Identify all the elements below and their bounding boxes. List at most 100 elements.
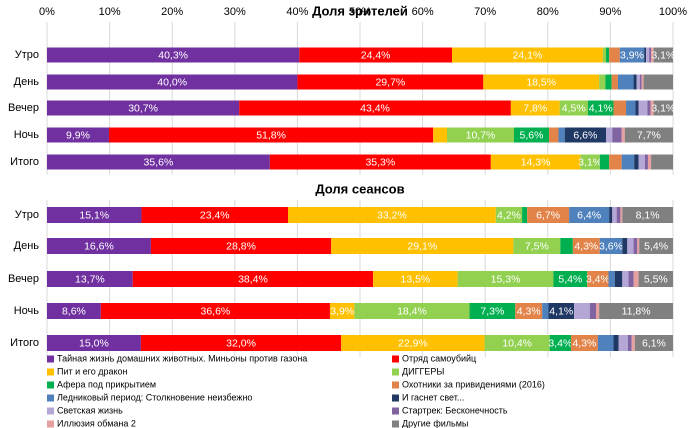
chart-title: Доля сеансов <box>315 181 404 196</box>
value-label: 15,3% <box>491 273 521 285</box>
bar-segment <box>635 100 639 116</box>
bar-segment <box>542 303 549 319</box>
legend-swatch <box>47 407 54 415</box>
bar-segment <box>447 127 514 143</box>
legend-label: Афера под прикрытием <box>57 379 156 389</box>
bar-segment <box>597 335 614 351</box>
bar-segment <box>288 207 496 223</box>
bar-segment <box>602 47 607 63</box>
value-label: 43,4% <box>360 102 390 114</box>
legend-swatch <box>392 368 399 376</box>
bar-segment <box>297 74 484 90</box>
bar-segment <box>639 238 673 254</box>
value-label: 3,6% <box>599 240 623 252</box>
value-label: 4,5% <box>562 102 586 114</box>
value-label: 3,1% <box>651 102 675 114</box>
bar-segment <box>616 207 621 223</box>
value-label: 4,3% <box>574 240 598 252</box>
bar-segment <box>620 207 623 223</box>
legend-swatch <box>47 394 54 402</box>
bar-segment <box>612 207 617 223</box>
x-tick-label: 100% <box>659 6 687 18</box>
value-label: 24,1% <box>513 49 543 61</box>
bar-segment <box>599 303 673 319</box>
bar-segment <box>574 303 590 319</box>
value-label: 15,0% <box>79 337 109 349</box>
bar-segment <box>609 154 622 170</box>
bar-segment <box>587 100 614 116</box>
bar-segment <box>651 47 654 63</box>
chart-title: Доля зрителей <box>312 3 408 18</box>
bar-segment <box>47 207 142 223</box>
y-tick-label: Утро <box>15 49 39 61</box>
bar-segment <box>47 303 101 319</box>
x-tick-label: 40% <box>286 6 308 18</box>
bar-segment <box>558 127 565 143</box>
value-label: 5,4% <box>558 273 582 285</box>
value-label: 23,4% <box>200 209 230 221</box>
bar-segment <box>612 127 622 143</box>
bar-segment <box>560 238 573 254</box>
bar-segment <box>150 238 332 254</box>
legend-label: ДИГГЕРЫ <box>402 366 444 376</box>
bar-segment <box>513 238 561 254</box>
value-label: 6,6% <box>573 129 597 141</box>
bar-segment <box>628 271 634 287</box>
bar-segment <box>622 238 628 254</box>
bar-segment <box>634 154 639 170</box>
bar-segment <box>484 335 550 351</box>
bar-segment <box>47 47 300 63</box>
value-label: 6,1% <box>642 337 666 349</box>
value-label: 13,5% <box>401 273 431 285</box>
value-label: 35,6% <box>144 156 174 168</box>
value-label: 40,3% <box>158 49 188 61</box>
value-label: 29,7% <box>375 76 405 88</box>
bar-segment <box>638 271 673 287</box>
value-label: 22,9% <box>398 337 428 349</box>
bar-segment <box>609 207 613 223</box>
legend-label: Пит и его дракон <box>57 366 128 376</box>
legend-label: Стартрек: Бесконечность <box>402 405 508 415</box>
bar-segment <box>599 154 610 170</box>
y-tick-label: Итого <box>10 337 39 349</box>
bar-segment <box>649 47 652 63</box>
bar-segment <box>572 238 600 254</box>
legend-swatch <box>47 420 54 428</box>
y-tick-label: Вечер <box>8 102 39 114</box>
bar-segment <box>510 100 560 116</box>
value-label: 3,1% <box>578 156 602 168</box>
bar-segment <box>611 74 618 90</box>
bar-segment <box>239 100 511 116</box>
value-label: 7,8% <box>523 102 547 114</box>
x-tick-label: 90% <box>599 6 621 18</box>
legend-label: Охотники за привидениями (2016) <box>402 379 545 389</box>
value-label: 51,8% <box>256 129 286 141</box>
bar-segment <box>614 271 623 287</box>
bar-segment <box>580 154 600 170</box>
bar-segment <box>549 127 559 143</box>
bar-segment <box>618 335 628 351</box>
value-label: 10,7% <box>466 129 496 141</box>
bar-segment <box>621 154 635 170</box>
bar-segment <box>605 74 612 90</box>
value-label: 4,1% <box>549 305 573 317</box>
legend-label: Тайная жизнь домашних животных. Миньоны … <box>57 353 307 363</box>
value-label: 3,4% <box>548 337 572 349</box>
bar-segment <box>570 335 598 351</box>
bar-segment <box>646 47 650 63</box>
value-label: 32,0% <box>226 337 256 349</box>
bar-segment <box>638 154 645 170</box>
bar-segment <box>331 238 514 254</box>
value-label: 9,9% <box>66 129 90 141</box>
bar-segment <box>469 303 516 319</box>
bar-segment <box>627 238 634 254</box>
value-label: 18,4% <box>397 305 427 317</box>
bar-segment <box>457 271 554 287</box>
legend-label: И гаснет свет... <box>402 392 464 402</box>
x-tick-label: 80% <box>537 6 559 18</box>
bar-segment <box>299 47 453 63</box>
x-tick-label: 30% <box>224 6 246 18</box>
bar-segment <box>626 100 636 116</box>
value-label: 29,1% <box>407 240 437 252</box>
bar-segment <box>633 238 638 254</box>
